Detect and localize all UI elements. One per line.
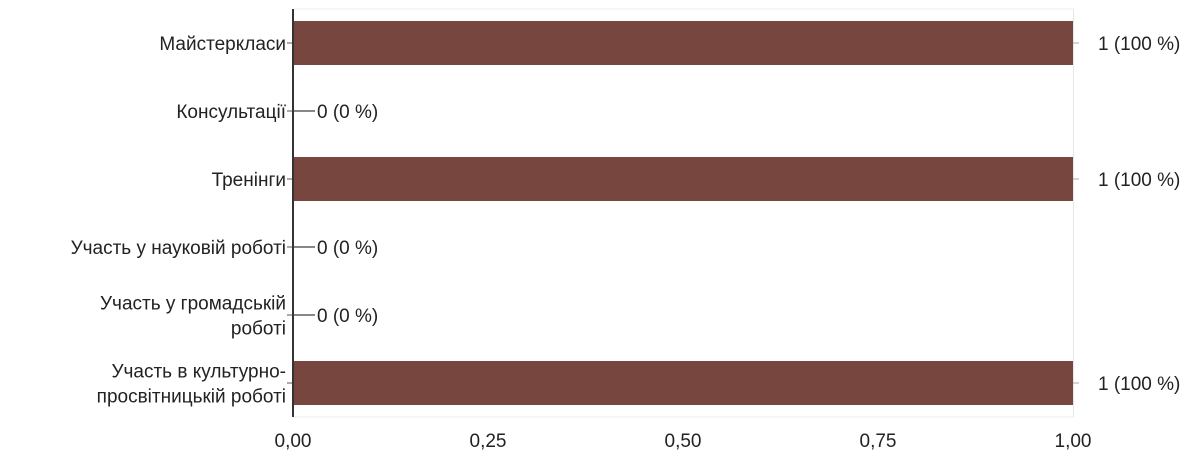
category-label: роботі — [231, 319, 286, 340]
x-tick-label: 0,50 — [665, 431, 702, 452]
x-tick-label: 0,75 — [860, 431, 897, 452]
category-label: Участь у громадській — [100, 294, 286, 315]
category-label: просвітницькій роботі — [97, 387, 286, 408]
bar — [293, 361, 1073, 405]
value-label: 1 (100 %) — [1098, 34, 1180, 55]
value-label: 1 (100 %) — [1098, 374, 1180, 395]
category-label: Участь у науковій роботі — [71, 238, 286, 259]
value-label: 0 (0 %) — [317, 102, 378, 123]
x-tick-label: 1,00 — [1055, 431, 1092, 452]
category-label: Тренінги — [212, 170, 286, 191]
x-tick-label: 0,00 — [275, 431, 312, 452]
value-label: 0 (0 %) — [317, 238, 378, 259]
category-label: Майстеркласи — [159, 34, 286, 55]
value-label: 0 (0 %) — [317, 306, 378, 327]
category-label: Участь в культурно- — [111, 362, 286, 383]
value-label: 1 (100 %) — [1098, 170, 1180, 191]
bar — [293, 21, 1073, 65]
category-label: Консультації — [176, 102, 286, 123]
x-tick-label: 0,25 — [470, 431, 507, 452]
bar — [293, 157, 1073, 201]
